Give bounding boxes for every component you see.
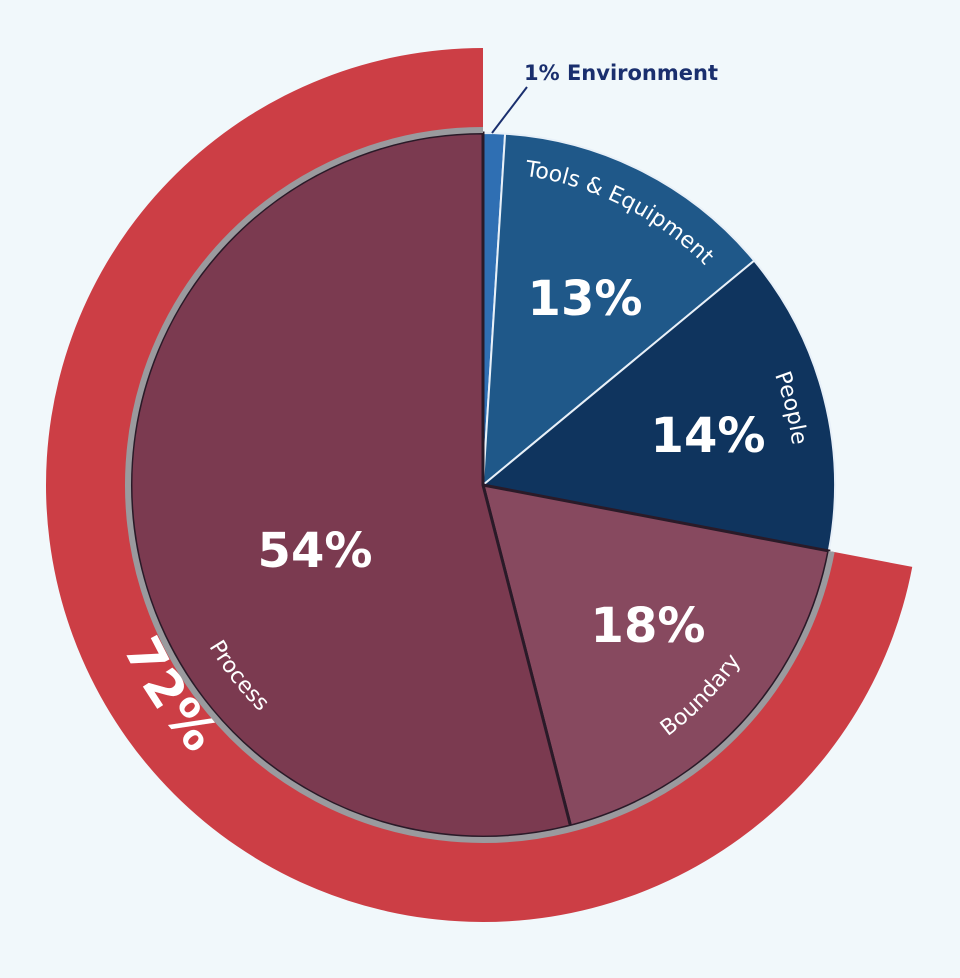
callout-line — [491, 86, 528, 134]
percent-label-people: 14% — [651, 408, 766, 464]
percent-label-process: 54% — [258, 523, 373, 579]
pie-slice-process — [129, 131, 573, 839]
pie-slice-tools-equipment — [481, 132, 756, 488]
group-rim — [125, 127, 835, 843]
callout-label-environment: 1% Environment — [524, 61, 718, 85]
pie-slice-boundary — [480, 483, 831, 828]
pie-slice-people — [480, 259, 836, 553]
percent-label-tools-equipment: 13% — [528, 271, 643, 327]
percent-label-boundary: 18% — [591, 598, 706, 654]
